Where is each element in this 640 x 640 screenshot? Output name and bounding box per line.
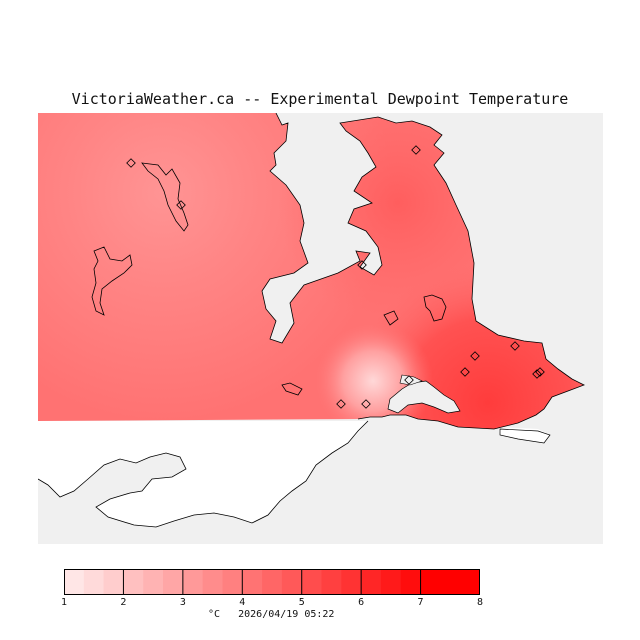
legend-tick-label: 6 <box>358 597 365 608</box>
legend-step <box>420 569 441 595</box>
legend-step <box>321 569 342 595</box>
legend-step <box>460 569 480 595</box>
legend-tick-label: 7 <box>417 597 424 608</box>
south-coastline <box>38 420 369 528</box>
station-markers <box>126 145 545 409</box>
legend-step <box>83 569 105 595</box>
legend-step <box>380 569 402 595</box>
legend-step <box>301 569 323 595</box>
legend-step <box>400 569 422 595</box>
legend-frame <box>64 569 480 595</box>
legend-step <box>163 569 184 595</box>
station-marker <box>361 399 371 409</box>
station-marker <box>535 367 545 377</box>
dewpoint-map <box>38 113 603 544</box>
legend-footer: °C 2026/04/19 05:22 <box>208 609 334 620</box>
legend-step <box>182 569 204 595</box>
legend-step <box>242 569 263 595</box>
station-marker <box>460 367 470 377</box>
legend-tick-label: 2 <box>120 597 127 608</box>
legend-step <box>222 569 243 595</box>
station-marker <box>357 260 367 270</box>
olympic-peninsula-land <box>38 421 368 527</box>
legend-step <box>361 569 382 595</box>
lake-west <box>91 246 133 316</box>
lake-north-west <box>141 162 189 232</box>
coastline <box>261 113 585 430</box>
legend-step <box>262 569 283 595</box>
legend-step <box>143 569 164 595</box>
station-marker <box>336 399 346 409</box>
legend-step <box>440 569 461 595</box>
station-marker <box>532 369 542 379</box>
legend-step <box>202 569 223 595</box>
legend-step <box>103 569 124 595</box>
station-marker <box>404 375 414 385</box>
legend-tick-label: 1 <box>60 597 68 608</box>
legend-step <box>123 569 144 595</box>
legend-tick-label: 4 <box>239 597 246 608</box>
map-canvas <box>38 113 603 544</box>
station-marker <box>176 200 186 210</box>
map-title: VictoriaWeather.ca -- Experimental Dewpo… <box>71 90 569 108</box>
lake-east <box>423 294 447 322</box>
legend-step <box>281 569 303 595</box>
color-scale-bar <box>64 569 480 595</box>
station-marker <box>470 351 480 361</box>
legend-step <box>341 569 362 595</box>
legend-tick-label: 8 <box>476 597 484 608</box>
color-scale-legend <box>64 569 480 595</box>
station-marker <box>126 158 136 168</box>
timestamp: 2026/04/19 05:22 <box>238 609 335 620</box>
station-marker <box>510 341 520 351</box>
legend-tick-label: 5 <box>298 597 305 608</box>
station-marker <box>411 145 421 155</box>
unit-label: °C <box>208 609 221 620</box>
legend-tick-label: 3 <box>179 597 186 608</box>
legend-step <box>64 569 85 595</box>
lake-south <box>281 382 303 396</box>
